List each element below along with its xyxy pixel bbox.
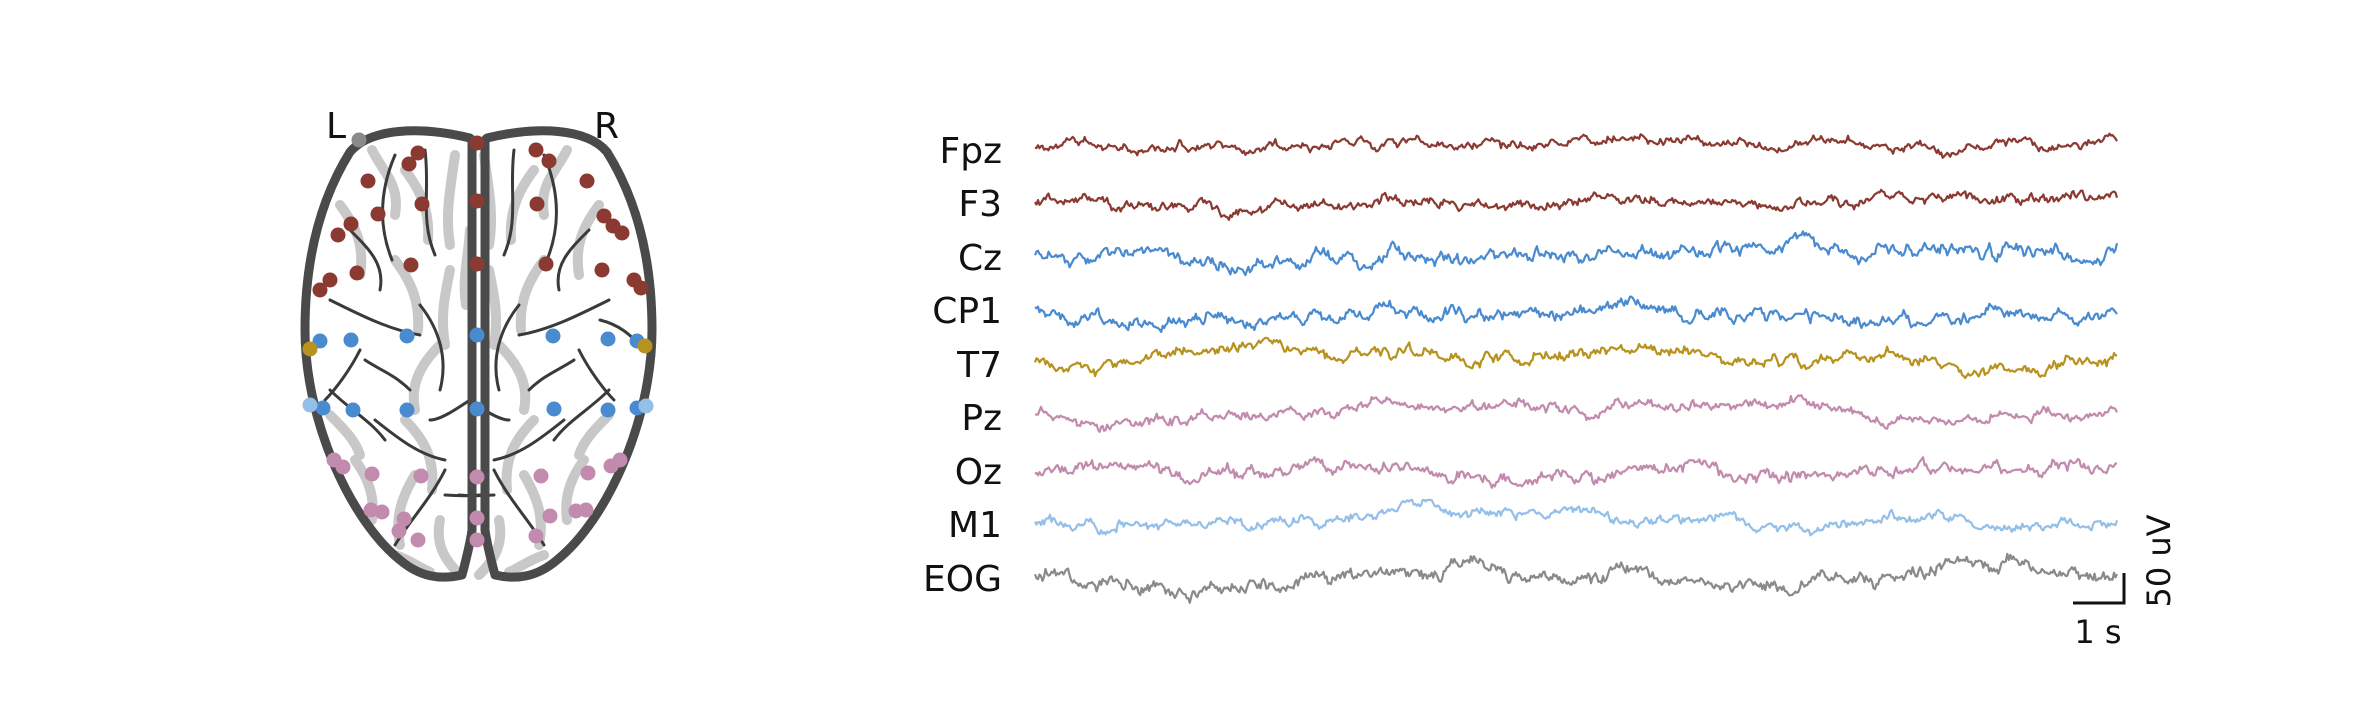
electrode [633,280,649,296]
electrode [374,504,390,520]
electrode [343,216,359,232]
electrode [312,282,328,298]
trace-t7 [1033,336,2118,380]
electrode [600,402,616,418]
channel-label: T7 [956,345,1002,386]
electrode [391,523,407,539]
electrode [600,331,616,347]
left-hemisphere-label: L [326,106,346,147]
electrode [579,173,595,189]
electrode [529,196,545,212]
channel-label: Fpz [940,131,1002,172]
right-hemisphere-label: R [594,106,619,147]
electrode [580,465,596,481]
scale-bar-time-label: 1 s [2074,613,2121,651]
electrode [345,402,361,418]
electrode [315,400,331,416]
electrode [596,208,612,224]
electrode [594,262,610,278]
electrode-t7 [302,341,318,357]
electrode-reference [351,132,367,148]
electrode [545,328,561,344]
channel-label: Oz [955,452,1002,493]
electrode [469,256,485,272]
electrode [413,468,429,484]
channel-label: Pz [961,398,1002,439]
trace-eog [1033,552,2118,604]
electrode [538,256,554,272]
electrode [335,459,351,475]
trace-fpz [1034,132,2118,159]
electrode-markers [302,132,654,548]
electrode [399,328,415,344]
electrode [528,528,544,544]
scale-bar: 1 s 50 uV [2073,514,2178,651]
channel-label: F3 [958,184,1002,225]
electrode-m1 [302,397,318,413]
electrode [546,401,562,417]
electrode [349,265,365,281]
electrode [312,333,328,349]
eeg-traces [1033,132,2119,604]
electrode [469,532,485,548]
electrode [568,503,584,519]
electrode [614,225,630,241]
electrode-t8 [637,338,653,354]
trace-cp1 [1034,295,2118,334]
electrode [603,458,619,474]
brain-top-view-diagram: L R [300,106,657,582]
trace-oz [1034,456,2118,489]
channel-label: EOG [923,559,1002,600]
scale-bar-amplitude-label: 50 uV [2140,514,2178,607]
trace-pz [1034,394,2118,433]
electrode [541,153,557,169]
electrode-m2 [638,398,654,414]
channel-label: Cz [958,238,1002,279]
electrode [469,401,485,417]
electrode [469,469,485,485]
electrode [469,510,485,526]
electrode [469,327,485,343]
electrode [469,193,485,209]
electrode [401,156,417,172]
electrode [396,511,412,527]
electrode [410,532,426,548]
trace-f3 [1034,188,2119,221]
channel-labels: Fpz F3 Cz CP1 T7 Pz Oz M1 EOG [923,131,1002,600]
electrode [414,196,430,212]
electrode [528,142,544,158]
electrode [469,135,485,151]
electrode [542,508,558,524]
trace-m1 [1034,498,2119,537]
electrode [364,466,380,482]
electrode [360,173,376,189]
channel-label: M1 [948,505,1002,546]
electrode [533,468,549,484]
electrode [330,227,346,243]
channel-label: CP1 [932,291,1002,332]
electrode [399,402,415,418]
electrode [370,206,386,222]
electrode [410,145,426,161]
electrode [343,332,359,348]
trace-cz [1033,230,2119,277]
scale-bar-lines [2073,573,2126,605]
electrode [322,272,338,288]
electrode [403,257,419,273]
